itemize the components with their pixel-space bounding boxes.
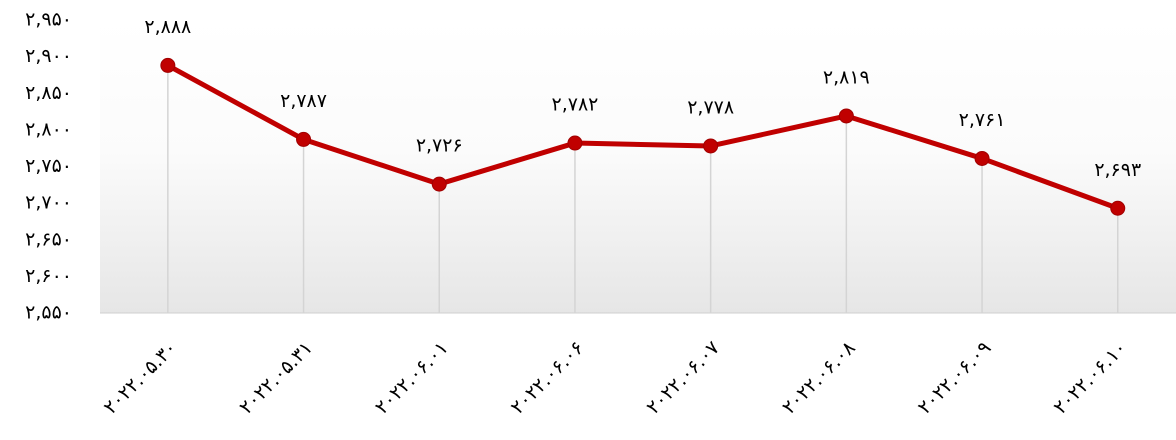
point — [838, 108, 854, 124]
data-label: ۲,۷۶۱ — [959, 109, 1006, 131]
data-label: ۲,۷۸۷ — [280, 90, 327, 112]
point — [431, 176, 447, 192]
x-tick-label: ۲۰۲۲.۰۶.۰۱ — [371, 337, 453, 419]
data-label: ۲,۸۱۹ — [823, 66, 870, 88]
series-line — [166, 63, 1119, 211]
data-label: ۲,۶۹۳ — [1094, 159, 1141, 181]
point — [160, 57, 176, 73]
point — [1110, 200, 1126, 216]
x-tick-label: ۲۰۲۲.۰۶.۰۸ — [778, 337, 860, 419]
data-label: ۲,۷۷۸ — [687, 96, 734, 118]
y-tick-label: ۲,۹۰۰ — [25, 45, 72, 67]
point — [567, 135, 583, 151]
y-tick-label: ۲,۹۵۰ — [25, 9, 72, 31]
data-label: ۲,۷۸۲ — [552, 94, 599, 116]
y-tick-label: ۲,۷۰۰ — [25, 192, 72, 214]
y-tick-label: ۲,۵۵۰ — [25, 302, 72, 324]
y-tick-label: ۲,۸۵۰ — [25, 82, 72, 104]
y-tick-label: ۲,۷۵۰ — [25, 155, 72, 177]
x-tick-label: ۲۰۲۲.۰۵.۳۰ — [99, 337, 181, 419]
y-tick-label: ۲,۶۵۰ — [25, 228, 72, 250]
plot-background — [100, 20, 1176, 313]
y-tick-label: ۲,۶۰۰ — [25, 265, 72, 287]
point — [703, 138, 719, 154]
y-tick-label: ۲,۸۰۰ — [25, 118, 72, 140]
x-tick-label: ۲۰۲۲.۰۶.۰۶ — [507, 337, 589, 419]
x-tick-label: ۲۰۲۲.۰۶.۰۷ — [642, 337, 724, 419]
point — [296, 131, 312, 147]
data-label: ۲,۸۸۸ — [144, 16, 191, 38]
x-tick-label: ۲۰۲۲.۰۶.۱۰ — [1049, 337, 1131, 419]
x-tick-label: ۲۰۲۲.۰۶.۰۹ — [914, 337, 996, 419]
x-tick-label: ۲۰۲۲.۰۵.۳۱ — [235, 337, 317, 419]
data-label: ۲,۷۲۶ — [416, 135, 463, 157]
point — [974, 150, 990, 166]
